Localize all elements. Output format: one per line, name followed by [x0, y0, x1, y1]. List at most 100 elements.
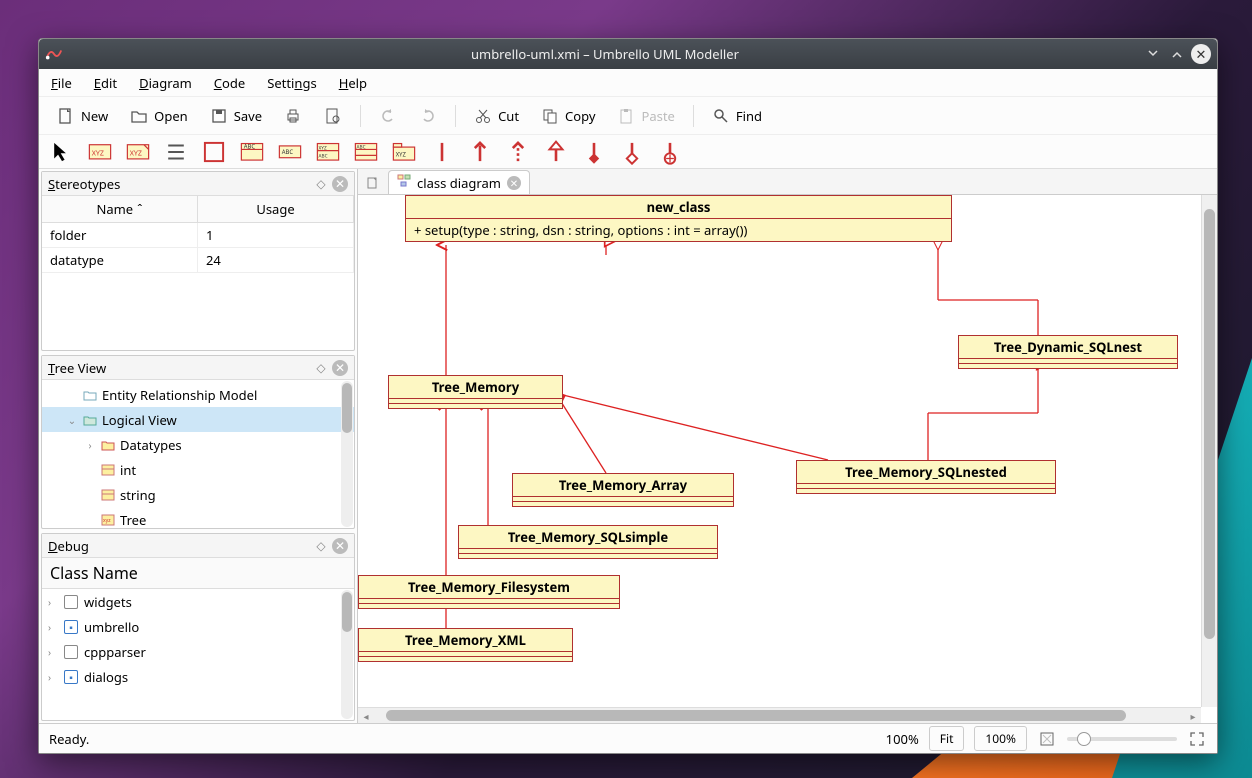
uml-class-tree_mem_fs[interactable]: Tree_Memory_Filesystem — [358, 575, 620, 609]
assoc-line-tool[interactable] — [429, 141, 455, 163]
save-button[interactable]: Save — [202, 103, 270, 129]
col-name[interactable]: Name ˆ — [42, 196, 198, 222]
uml-class-tree_mem_arr[interactable]: Tree_Memory_Array — [512, 473, 734, 507]
debug-item[interactable]: ›▪umbrello — [42, 614, 354, 639]
panel-close-button[interactable]: ✕ — [332, 538, 348, 554]
diagram-canvas[interactable]: new_class+ setup(type : string, dsn : st… — [358, 195, 1201, 707]
fit-button[interactable]: Fit — [929, 726, 965, 751]
uml-class-new_class[interactable]: new_class+ setup(type : string, dsn : st… — [405, 195, 952, 242]
menu-help[interactable]: Help — [339, 74, 367, 92]
debug-item[interactable]: ›widgets — [42, 589, 354, 614]
expand-icon[interactable]: › — [48, 620, 58, 634]
menu-diagram[interactable]: Diagram — [139, 74, 192, 92]
expand-icon[interactable]: › — [48, 645, 58, 659]
box-tool[interactable] — [201, 141, 227, 163]
expand-icon[interactable]: › — [48, 670, 58, 684]
anchor-tool[interactable] — [163, 141, 189, 163]
debug-item[interactable]: ›▪dialogs — [42, 664, 354, 689]
pointer-tool[interactable] — [49, 141, 75, 163]
menu-edit[interactable]: Edit — [94, 74, 117, 92]
uni-assoc-tool[interactable] — [467, 141, 493, 163]
panel-close-button[interactable]: ✕ — [332, 360, 348, 376]
tree[interactable]: Entity Relationship Model⌄Logical View›D… — [42, 380, 354, 528]
note-tool[interactable]: XYZ — [87, 141, 113, 163]
paste-button[interactable]: Paste — [609, 103, 682, 129]
tab-class-diagram[interactable]: class diagram ✕ — [388, 170, 530, 194]
aggregation-tool[interactable] — [619, 141, 645, 163]
table-row[interactable]: folder1 — [42, 223, 354, 248]
zoom-100-button[interactable]: 100% — [974, 726, 1027, 751]
fullscreen-icon[interactable] — [1187, 729, 1207, 749]
panel-float-button[interactable]: ◇ — [313, 538, 329, 554]
tree-item[interactable]: int — [42, 457, 354, 482]
slider-knob[interactable] — [1077, 732, 1091, 746]
menu-file[interactable]: File — [51, 74, 72, 92]
checkbox[interactable] — [64, 645, 78, 659]
debug-scrollbar[interactable] — [341, 590, 353, 719]
uml-class-tree_memory[interactable]: Tree_Memory — [388, 375, 563, 409]
debug-item[interactable]: ›cppparser — [42, 639, 354, 664]
cut-button[interactable]: Cut — [466, 103, 527, 129]
expand-icon[interactable]: › — [48, 595, 58, 609]
containment-tool[interactable] — [657, 141, 683, 163]
find-button[interactable]: Find — [704, 103, 770, 129]
uml-class-tree_mem_sqls[interactable]: Tree_Memory_SQLsimple — [458, 525, 718, 559]
scrollbar-thumb[interactable] — [342, 592, 352, 632]
col-usage[interactable]: Usage — [198, 196, 354, 222]
panel-float-button[interactable]: ◇ — [313, 176, 329, 192]
checkbox[interactable] — [64, 595, 78, 609]
generalization-tool[interactable] — [543, 141, 569, 163]
save-icon — [210, 107, 228, 125]
expand-icon[interactable]: › — [84, 438, 96, 452]
note-tool2[interactable]: XYZ — [125, 141, 151, 163]
print-preview-button[interactable] — [316, 103, 350, 129]
tab-close-button[interactable]: ✕ — [507, 176, 521, 190]
uml-class-tree_mem_xml[interactable]: Tree_Memory_XML — [358, 628, 573, 662]
scrollbar-thumb[interactable] — [1204, 209, 1215, 639]
datatype-tool[interactable]: XYZABC — [315, 141, 341, 163]
tree-scrollbar[interactable] — [341, 381, 353, 527]
panel-close-button[interactable]: ✕ — [332, 176, 348, 192]
zoom-slider[interactable] — [1067, 737, 1177, 741]
print-button[interactable] — [276, 103, 310, 129]
horizontal-scrollbar[interactable]: ◂ ▸ — [358, 707, 1201, 723]
maximize-button[interactable] — [1167, 44, 1187, 64]
tree-item[interactable]: xyzTree — [42, 507, 354, 528]
close-button[interactable]: ✕ — [1191, 44, 1211, 64]
scrollbar-thumb[interactable] — [386, 710, 1126, 721]
debug-list[interactable]: ›widgets›▪umbrello›cppparser›▪dialogs — [42, 589, 354, 720]
copy-button[interactable]: Copy — [533, 103, 603, 129]
tree-item[interactable]: ›Datatypes — [42, 432, 354, 457]
minimize-button[interactable] — [1143, 44, 1163, 64]
interface-tool[interactable]: ABC — [277, 141, 303, 163]
checkbox[interactable]: ▪ — [64, 670, 78, 684]
expand-icon[interactable]: ⌄ — [66, 413, 78, 427]
class-tool[interactable]: ABC — [239, 141, 265, 163]
uml-class-tree_dyn[interactable]: Tree_Dynamic_SQLnest — [958, 335, 1178, 369]
vertical-scrollbar[interactable] — [1201, 195, 1217, 707]
menu-code[interactable]: Code — [214, 74, 245, 92]
scrollbar-thumb[interactable] — [342, 383, 352, 433]
zoom-out-icon[interactable] — [1037, 729, 1057, 749]
table-row[interactable]: datatype24 — [42, 248, 354, 273]
debug-col-header[interactable]: Class Name — [42, 558, 354, 589]
tree-item[interactable]: string — [42, 482, 354, 507]
new-button[interactable]: New — [49, 103, 116, 129]
checkbox[interactable]: ▪ — [64, 620, 78, 634]
titlebar[interactable]: umbrello-uml.xmi – Umbrello UML Modeller… — [39, 39, 1217, 69]
new-tab-button[interactable] — [362, 172, 384, 194]
redo-button[interactable] — [411, 103, 445, 129]
package-tool[interactable]: XYZ — [391, 141, 417, 163]
composition-tool[interactable] — [581, 141, 607, 163]
panel-float-button[interactable]: ◇ — [313, 360, 329, 376]
undo-button[interactable] — [371, 103, 405, 129]
uml-class-tree_mem_sqln[interactable]: Tree_Memory_SQLnested — [796, 460, 1056, 494]
enum-tool[interactable]: ABC — [353, 141, 379, 163]
menu-settings[interactable]: Settings — [267, 74, 317, 92]
dependency-tool[interactable] — [505, 141, 531, 163]
tree-item[interactable]: ⌄Logical View — [42, 407, 354, 432]
open-button[interactable]: Open — [122, 103, 196, 129]
tree-item[interactable]: Entity Relationship Model — [42, 382, 354, 407]
scroll-left-arrow[interactable]: ◂ — [358, 708, 374, 723]
scroll-right-arrow[interactable]: ▸ — [1185, 708, 1201, 723]
